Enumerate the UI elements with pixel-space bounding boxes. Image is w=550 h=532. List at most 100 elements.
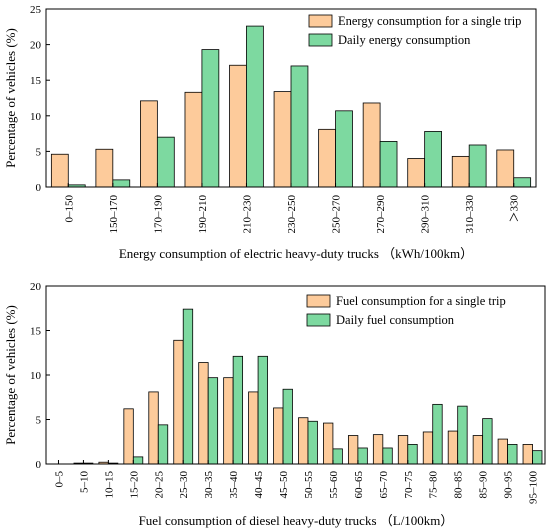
x-tick-label: 30–35 <box>203 471 215 499</box>
legend-label-daily: Daily fuel consumption <box>336 313 455 327</box>
fuel-bars <box>73 308 543 465</box>
y-tick-label: 15 <box>30 75 42 87</box>
x-tick-label: 10–15 <box>103 471 115 499</box>
energy-x-axis-label: Energy consumption of electric heavy-dut… <box>119 246 473 261</box>
bar-daily-3 <box>132 456 144 465</box>
legend-swatch-single-trip <box>308 14 333 28</box>
x-tick-label: 190–210 <box>197 195 209 234</box>
bar-single-trip-5 <box>173 339 184 465</box>
bar-daily-10 <box>307 420 318 465</box>
energy-chart: 0 5 10 15 20 25 0–150 150–170 170–190 190–210 210… <box>3 4 537 261</box>
y-tick-label: 5 <box>36 415 42 427</box>
x-tick-label: 80–85 <box>453 471 465 499</box>
bar-single-trip-5 <box>273 91 292 188</box>
legend-swatch-daily <box>308 33 333 47</box>
bar-daily-8 <box>257 355 268 465</box>
fuel-y-ticks: 0 5 10 15 20 <box>30 281 50 471</box>
bar-daily-14 <box>407 444 418 465</box>
x-tick-label: 15–20 <box>128 471 140 499</box>
y-tick-label: 15 <box>30 326 42 338</box>
bar-daily-15 <box>432 403 443 465</box>
y-tick-label: 0 <box>36 459 42 471</box>
bar-single-trip-11 <box>323 422 334 465</box>
bar-single-trip-3 <box>123 408 134 465</box>
legend-label-daily: Daily energy consumption <box>338 33 471 47</box>
x-tick-label: 25–30 <box>178 471 190 499</box>
y-tick-label: 10 <box>30 370 42 382</box>
y-tick-label: 25 <box>30 4 42 16</box>
x-tick-label: 310–330 <box>464 195 476 234</box>
x-tick-label: 70–75 <box>403 471 415 499</box>
x-tick-label: 40–45 <box>253 471 265 499</box>
x-tick-label: 20–25 <box>153 471 165 499</box>
bar-daily-18 <box>507 444 518 465</box>
bar-single-trip-10 <box>298 417 309 465</box>
fuel-x-axis-label: Fuel consumption of diesel heavy-duty tr… <box>139 513 454 528</box>
bar-daily-7 <box>232 355 244 465</box>
energy-x-ticks: 0–150 150–170 170–190 190–210 210–230 230–250… <box>63 183 521 234</box>
x-tick-label: 35–40 <box>228 471 240 499</box>
bar-single-trip-9 <box>273 407 284 465</box>
bar-daily-4 <box>157 424 169 465</box>
y-tick-label: 5 <box>36 146 42 158</box>
bar-single-trip-7 <box>362 102 381 188</box>
bar-single-trip-6 <box>318 128 336 188</box>
x-tick-label: 85–90 <box>478 471 490 499</box>
energy-bars <box>50 25 532 188</box>
energy-y-ticks: 0 5 10 15 20 25 <box>30 4 50 194</box>
bar-single-trip-15 <box>422 431 434 465</box>
x-tick-label: 45–50 <box>278 471 290 499</box>
bar-single-trip-14 <box>397 435 409 465</box>
bar-single-trip-3 <box>184 91 203 188</box>
bar-single-trip-1 <box>95 148 114 188</box>
bar-single-trip-18 <box>497 438 508 465</box>
energy-legend: Energy consumption for a single trip Dai… <box>308 14 521 47</box>
x-tick-label: 290–310 <box>420 195 432 234</box>
bar-daily-4 <box>246 25 264 188</box>
bar-single-trip-4 <box>229 64 247 188</box>
bar-single-trip-10 <box>496 149 515 188</box>
bar-single-trip-4 <box>148 391 159 465</box>
bar-daily-5 <box>182 308 194 465</box>
bar-single-trip-17 <box>472 435 484 465</box>
x-tick-label: 55–60 <box>328 471 340 499</box>
x-tick-label: ＞330 <box>509 195 521 223</box>
bar-daily-12 <box>357 447 368 465</box>
x-tick-label: 75–80 <box>428 471 440 499</box>
x-tick-label: 5–10 <box>78 471 90 494</box>
bar-daily-10 <box>513 177 532 188</box>
bar-single-trip-8 <box>248 391 259 465</box>
bar-single-trip-6 <box>198 362 209 465</box>
bar-daily-1 <box>112 179 131 188</box>
x-tick-label: 210–230 <box>242 195 254 234</box>
energy-y-axis-label: Percentage of vehicles (%) <box>3 28 18 168</box>
x-tick-label: 170–190 <box>152 195 164 234</box>
fuel-plot-frame <box>45 285 546 465</box>
bar-single-trip-16 <box>447 430 459 465</box>
fuel-legend: Fuel consumption for a single trip Daily… <box>306 294 506 327</box>
bar-single-trip-13 <box>372 434 384 465</box>
y-tick-label: 20 <box>30 281 42 293</box>
legend-swatch-daily <box>306 313 331 327</box>
x-tick-label: 50–55 <box>303 471 315 499</box>
x-tick-label: 270–290 <box>375 195 387 234</box>
legend-swatch-single-trip <box>306 294 331 308</box>
bar-daily-9 <box>282 388 293 465</box>
legend-label-single-trip: Fuel consumption for a single trip <box>336 294 506 308</box>
bar-daily-13 <box>382 447 393 465</box>
bar-single-trip-9 <box>451 155 470 188</box>
legend-label-single-trip: Energy consumption for a single trip <box>338 14 521 28</box>
bar-daily-8 <box>424 131 442 188</box>
bar-daily-9 <box>468 144 487 188</box>
x-tick-label: 60–65 <box>353 471 365 499</box>
y-tick-label: 0 <box>36 182 42 194</box>
fuel-y-axis-label: Percentage of vehicles (%) <box>3 305 18 445</box>
bar-daily-6 <box>335 110 353 188</box>
bar-daily-6 <box>207 377 219 465</box>
bar-single-trip-8 <box>407 158 426 188</box>
bar-single-trip-2 <box>140 100 158 188</box>
x-tick-label: 150–170 <box>108 195 120 234</box>
bar-daily-16 <box>457 405 468 465</box>
x-tick-label: 90–95 <box>503 471 515 499</box>
